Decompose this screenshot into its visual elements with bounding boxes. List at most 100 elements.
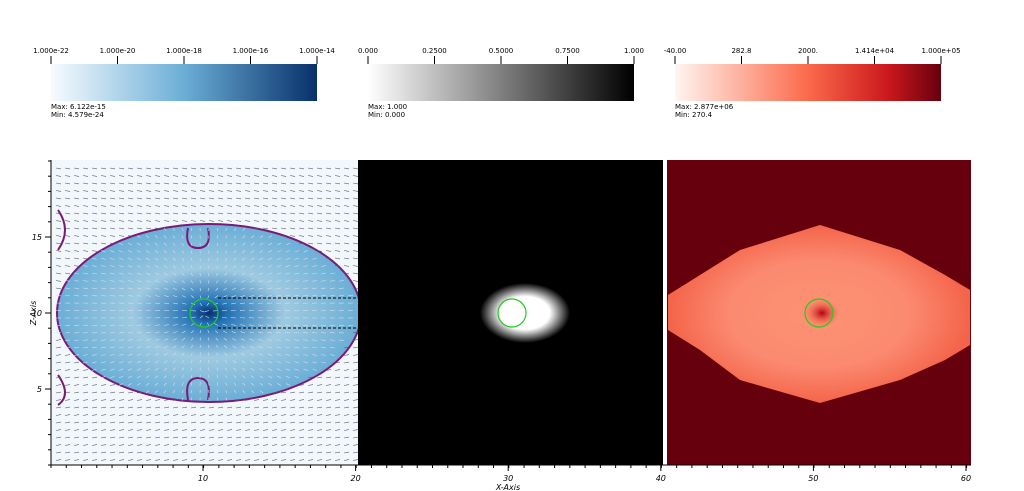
vector	[276, 272, 282, 275]
vector	[109, 167, 116, 170]
vector	[181, 235, 184, 239]
vector	[208, 272, 210, 277]
vector	[118, 250, 124, 253]
vector	[127, 227, 134, 230]
vector	[145, 182, 152, 185]
vector	[55, 414, 62, 416]
vector	[208, 344, 210, 349]
vector	[145, 242, 150, 246]
contour	[57, 209, 210, 406]
vector	[240, 338, 246, 341]
vector	[199, 414, 206, 416]
vector	[294, 332, 300, 334]
vector	[55, 190, 62, 192]
vector	[343, 220, 350, 222]
vector	[280, 167, 287, 170]
vector	[172, 429, 179, 431]
vector	[312, 332, 318, 334]
vector	[154, 295, 160, 297]
vector	[325, 182, 332, 185]
vector	[225, 382, 228, 386]
vector	[91, 175, 98, 177]
colorbar-tick-label: 0.5000	[489, 47, 514, 55]
vector	[294, 368, 300, 371]
vector	[307, 220, 314, 222]
vector	[216, 389, 219, 394]
colorbars	[51, 64, 941, 101]
vector	[267, 272, 273, 275]
vector	[100, 235, 107, 237]
vector	[181, 436, 188, 439]
vector	[118, 332, 124, 334]
vector	[190, 359, 193, 364]
vector	[64, 339, 70, 341]
vector	[163, 235, 167, 239]
vector	[262, 175, 269, 177]
vector	[334, 265, 341, 267]
vector	[226, 459, 233, 461]
vector	[154, 331, 160, 334]
vector	[316, 406, 323, 409]
vector	[258, 338, 264, 341]
vector	[307, 235, 314, 237]
vector	[325, 414, 332, 416]
vector	[118, 391, 125, 394]
vector	[190, 175, 197, 177]
vector	[154, 436, 161, 439]
vector	[118, 227, 125, 230]
vector	[216, 265, 219, 269]
vector	[235, 190, 242, 192]
vector	[163, 399, 170, 401]
vector	[136, 242, 141, 246]
sink-circle	[804, 298, 834, 328]
vector	[73, 280, 79, 282]
vector	[253, 451, 260, 454]
vector	[277, 383, 282, 386]
vector	[271, 414, 278, 416]
vector	[127, 383, 132, 386]
vector	[222, 302, 228, 305]
vector	[91, 339, 97, 341]
vector	[64, 384, 71, 386]
vector	[343, 250, 350, 252]
vector	[172, 190, 179, 192]
vector	[109, 205, 116, 207]
vector	[136, 444, 143, 446]
vector	[199, 197, 206, 200]
vector	[242, 227, 246, 231]
vector	[136, 331, 142, 334]
vector	[271, 391, 278, 394]
vector	[73, 444, 80, 446]
vector	[334, 250, 341, 252]
vector	[172, 338, 177, 341]
vector	[316, 384, 323, 386]
vector	[55, 339, 62, 341]
vector	[91, 265, 97, 267]
vector	[298, 406, 305, 409]
vector	[216, 257, 219, 262]
vector	[145, 302, 151, 304]
vector	[100, 414, 107, 416]
vector	[294, 272, 300, 275]
vector	[100, 391, 107, 394]
vector	[172, 399, 179, 401]
vector	[316, 235, 323, 237]
vector	[82, 376, 89, 379]
vector	[82, 175, 89, 177]
vector	[100, 175, 107, 177]
vector	[118, 375, 124, 379]
vector	[154, 353, 159, 356]
vector	[307, 421, 314, 424]
vector	[253, 182, 260, 185]
vector	[352, 384, 359, 386]
vector	[91, 197, 98, 200]
vector	[276, 257, 282, 261]
vector	[298, 399, 305, 401]
vector	[226, 220, 233, 222]
vector	[172, 382, 176, 386]
vector	[235, 406, 242, 409]
vector	[235, 399, 242, 401]
colorbar	[675, 64, 941, 101]
vector	[289, 421, 296, 424]
colorbar-max: Max: 6.122e-15	[51, 103, 106, 111]
